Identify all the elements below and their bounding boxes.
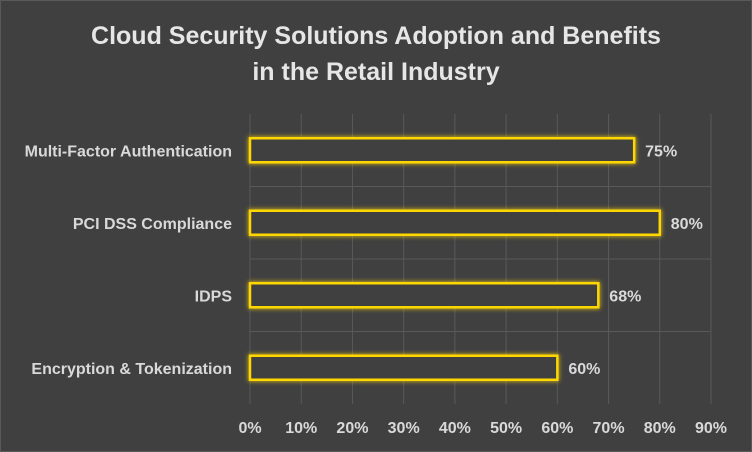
bar bbox=[248, 282, 600, 309]
x-tick-label: 90% bbox=[695, 420, 727, 437]
data-label: 60% bbox=[568, 361, 600, 378]
labels: 0% 10% 20% 30% 40% 50% 60% 70% 80% 90% Multi-Facto… bbox=[25, 143, 727, 437]
category-label: IDPS bbox=[195, 288, 233, 305]
category-label: PCI DSS Compliance bbox=[73, 216, 232, 233]
bar bbox=[248, 354, 559, 381]
x-tick-label: 50% bbox=[490, 420, 522, 437]
x-tick-label: 40% bbox=[439, 420, 471, 437]
bar bbox=[248, 137, 636, 164]
chart-title-line-2: in the Retail Industry bbox=[252, 58, 500, 86]
x-tick-label: 80% bbox=[644, 420, 676, 437]
x-tick-label: 70% bbox=[593, 420, 625, 437]
x-tick-label: 60% bbox=[541, 420, 573, 437]
category-label: Encryption & Tokenization bbox=[31, 361, 232, 378]
chart-title: Cloud Security Solutions Adoption and Be… bbox=[0, 18, 752, 90]
x-tick-label: 0% bbox=[238, 420, 261, 437]
category-label: Multi-Factor Authentication bbox=[25, 143, 232, 160]
chart-title-line-1: Cloud Security Solutions Adoption and Be… bbox=[91, 22, 661, 50]
bar bbox=[248, 209, 662, 236]
data-label: 68% bbox=[609, 288, 641, 305]
x-tick-label: 10% bbox=[285, 420, 317, 437]
x-tick-label: 30% bbox=[388, 420, 420, 437]
data-label: 75% bbox=[645, 143, 677, 160]
bars bbox=[248, 137, 662, 381]
data-label: 80% bbox=[671, 216, 703, 233]
x-tick-label: 20% bbox=[336, 420, 368, 437]
